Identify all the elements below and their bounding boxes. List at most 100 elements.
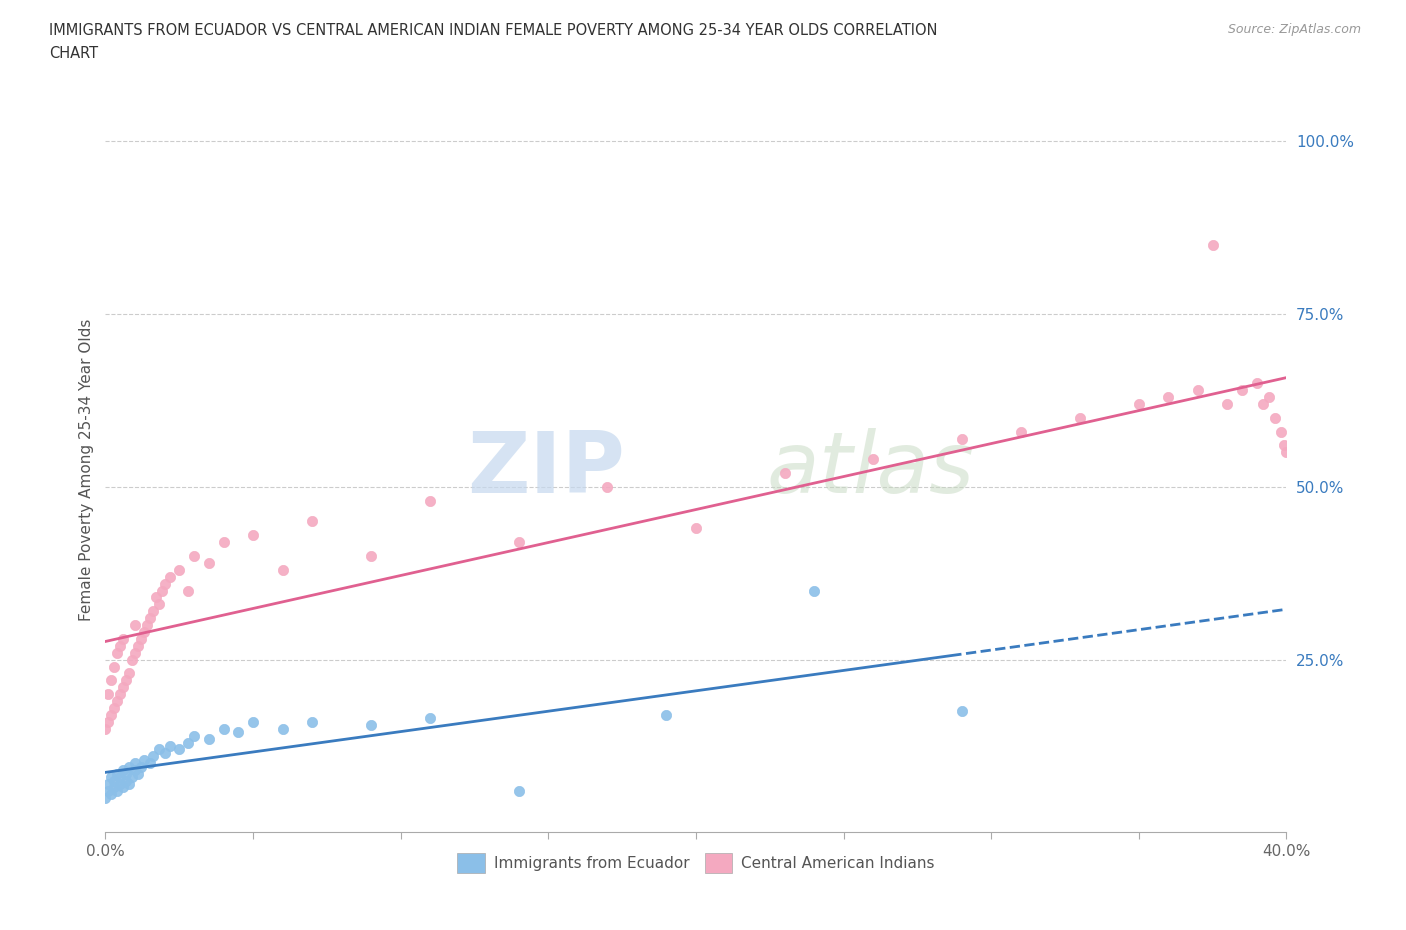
Point <box>212 535 235 550</box>
Point <box>177 583 200 598</box>
Point <box>127 638 149 653</box>
Point <box>110 686 132 701</box>
Text: atlas: atlas <box>766 428 974 512</box>
Point <box>97 686 120 701</box>
Text: IMMIGRANTS FROM ECUADOR VS CENTRAL AMERICAN INDIAN FEMALE POVERTY AMONG 25-34 YE: IMMIGRANTS FROM ECUADOR VS CENTRAL AMERI… <box>49 23 938 38</box>
Point <box>132 752 155 767</box>
Point <box>159 738 181 753</box>
Point <box>135 618 157 632</box>
Point <box>138 611 162 626</box>
Point <box>110 770 132 785</box>
Point <box>148 597 170 612</box>
Point <box>124 618 146 632</box>
Point <box>803 583 825 598</box>
Point <box>1216 396 1239 411</box>
Point <box>100 673 122 688</box>
Point <box>508 783 530 798</box>
Point <box>360 549 382 564</box>
Point <box>1232 383 1254 398</box>
Point <box>169 563 191 578</box>
Point <box>142 749 165 764</box>
Point <box>183 549 205 564</box>
Point <box>97 783 120 798</box>
Point <box>508 535 530 550</box>
Point <box>596 480 619 495</box>
Point <box>112 631 135 646</box>
Point <box>105 645 128 660</box>
Point <box>100 787 122 802</box>
Point <box>159 569 181 584</box>
Point <box>112 780 135 795</box>
Point <box>655 708 678 723</box>
Point <box>169 742 191 757</box>
Point <box>118 759 141 774</box>
Point <box>1264 410 1286 425</box>
Point <box>1010 424 1032 439</box>
Point <box>1257 390 1279 405</box>
Point <box>950 432 973 446</box>
Point <box>115 766 138 781</box>
Point <box>1187 383 1209 398</box>
Point <box>301 714 323 729</box>
Point <box>145 590 167 604</box>
Point <box>103 773 125 788</box>
Point <box>112 763 135 777</box>
Point <box>110 777 132 791</box>
Point <box>1201 238 1223 253</box>
Point <box>129 631 152 646</box>
Point <box>103 700 125 715</box>
Point <box>212 722 235 737</box>
Point <box>124 645 146 660</box>
Legend: Immigrants from Ecuador, Central American Indians: Immigrants from Ecuador, Central America… <box>451 847 941 879</box>
Point <box>124 763 146 777</box>
Point <box>110 638 132 653</box>
Point <box>1157 390 1180 405</box>
Point <box>1069 410 1091 425</box>
Point <box>94 790 117 805</box>
Point <box>862 452 884 467</box>
Point <box>97 777 120 791</box>
Text: Source: ZipAtlas.com: Source: ZipAtlas.com <box>1227 23 1361 36</box>
Point <box>685 521 707 536</box>
Point <box>1270 424 1292 439</box>
Point <box>242 528 264 543</box>
Point <box>103 780 125 795</box>
Point <box>242 714 264 729</box>
Point <box>115 773 138 788</box>
Text: ZIP: ZIP <box>467 428 626 512</box>
Point <box>1272 438 1295 453</box>
Point <box>118 777 141 791</box>
Point <box>773 466 796 481</box>
Point <box>419 711 441 725</box>
Point <box>1128 396 1150 411</box>
Point <box>1246 376 1268 391</box>
Y-axis label: Female Poverty Among 25-34 Year Olds: Female Poverty Among 25-34 Year Olds <box>79 318 94 621</box>
Point <box>153 577 176 591</box>
Point <box>177 735 200 750</box>
Point <box>197 555 219 570</box>
Point <box>112 680 135 695</box>
Point <box>183 728 205 743</box>
Point <box>150 583 173 598</box>
Point <box>121 770 143 785</box>
Point <box>301 514 323 529</box>
Point <box>127 766 149 781</box>
Point <box>115 673 138 688</box>
Point <box>132 625 155 640</box>
Point <box>271 563 294 578</box>
Point <box>138 756 162 771</box>
Point <box>360 718 382 733</box>
Point <box>1275 445 1298 459</box>
Point <box>105 694 128 709</box>
Point <box>129 759 152 774</box>
Point <box>153 746 176 761</box>
Point <box>100 708 122 723</box>
Point <box>1251 396 1274 411</box>
Point <box>100 770 122 785</box>
Point <box>271 722 294 737</box>
Point <box>105 783 128 798</box>
Point <box>228 724 250 739</box>
Point <box>142 604 165 618</box>
Point <box>124 756 146 771</box>
Point <box>103 659 125 674</box>
